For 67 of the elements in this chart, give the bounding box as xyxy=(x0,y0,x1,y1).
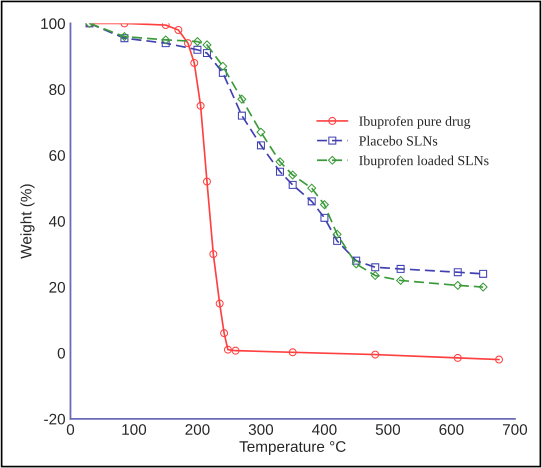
y-tick-label: 40 xyxy=(48,216,66,227)
point xyxy=(454,354,462,362)
point xyxy=(396,264,405,273)
legend-label: Ibuprofen pure drug xyxy=(359,116,470,129)
legend-label: Ibuprofen loaded SLNs xyxy=(359,155,489,168)
x-axis-title: Temperature °C xyxy=(239,441,346,455)
point xyxy=(192,37,202,46)
point xyxy=(256,128,266,137)
x-tick-label: 400 xyxy=(312,424,337,435)
point xyxy=(320,214,328,222)
x-tick-label: 600 xyxy=(439,424,464,435)
point xyxy=(352,256,360,265)
point xyxy=(307,184,316,193)
point xyxy=(120,34,128,42)
x-tick-label: 100 xyxy=(122,424,146,435)
point xyxy=(371,263,380,272)
point xyxy=(202,49,211,58)
y-tick-label: 60 xyxy=(49,150,66,161)
point xyxy=(352,260,361,268)
point xyxy=(320,200,329,210)
point xyxy=(333,236,342,245)
point xyxy=(454,268,462,276)
y-tick-label: 100 xyxy=(41,18,66,30)
point xyxy=(332,230,342,239)
point xyxy=(224,346,232,354)
x-tick-label: 500 xyxy=(376,424,400,435)
point xyxy=(193,46,202,54)
x-tick-label: 300 xyxy=(248,424,274,435)
point xyxy=(218,68,227,77)
point xyxy=(453,280,462,290)
point xyxy=(396,276,406,285)
point xyxy=(370,271,380,280)
y-tick-label: 0 xyxy=(58,348,65,359)
y-axis-title: Weight (%) xyxy=(20,184,35,259)
y-tick-label: -20 xyxy=(44,414,66,425)
legend-label: Placebo SLNs xyxy=(359,136,438,146)
point xyxy=(276,168,284,176)
point xyxy=(478,282,488,292)
point xyxy=(288,348,297,356)
point xyxy=(216,300,224,308)
point xyxy=(161,35,170,44)
y-tick-label: 80 xyxy=(49,84,66,95)
point xyxy=(209,250,218,258)
point xyxy=(162,23,170,30)
point xyxy=(196,102,205,110)
point xyxy=(288,180,297,189)
point xyxy=(237,94,246,104)
x-tick-label: 700 xyxy=(502,424,528,435)
point xyxy=(495,356,504,364)
y-tick-label: 20 xyxy=(49,282,66,293)
point xyxy=(184,39,192,48)
point xyxy=(256,141,265,150)
point xyxy=(308,197,316,206)
point xyxy=(174,26,182,34)
point xyxy=(190,58,198,67)
point xyxy=(479,270,488,278)
point xyxy=(202,40,212,50)
x-tick-label: 0 xyxy=(66,424,74,435)
point xyxy=(276,157,284,166)
point xyxy=(371,350,380,359)
point xyxy=(220,329,228,338)
point xyxy=(202,178,211,186)
point xyxy=(238,112,246,120)
point xyxy=(232,346,240,355)
point xyxy=(218,62,228,71)
x-tick-label: 200 xyxy=(185,424,210,435)
point xyxy=(288,170,298,180)
